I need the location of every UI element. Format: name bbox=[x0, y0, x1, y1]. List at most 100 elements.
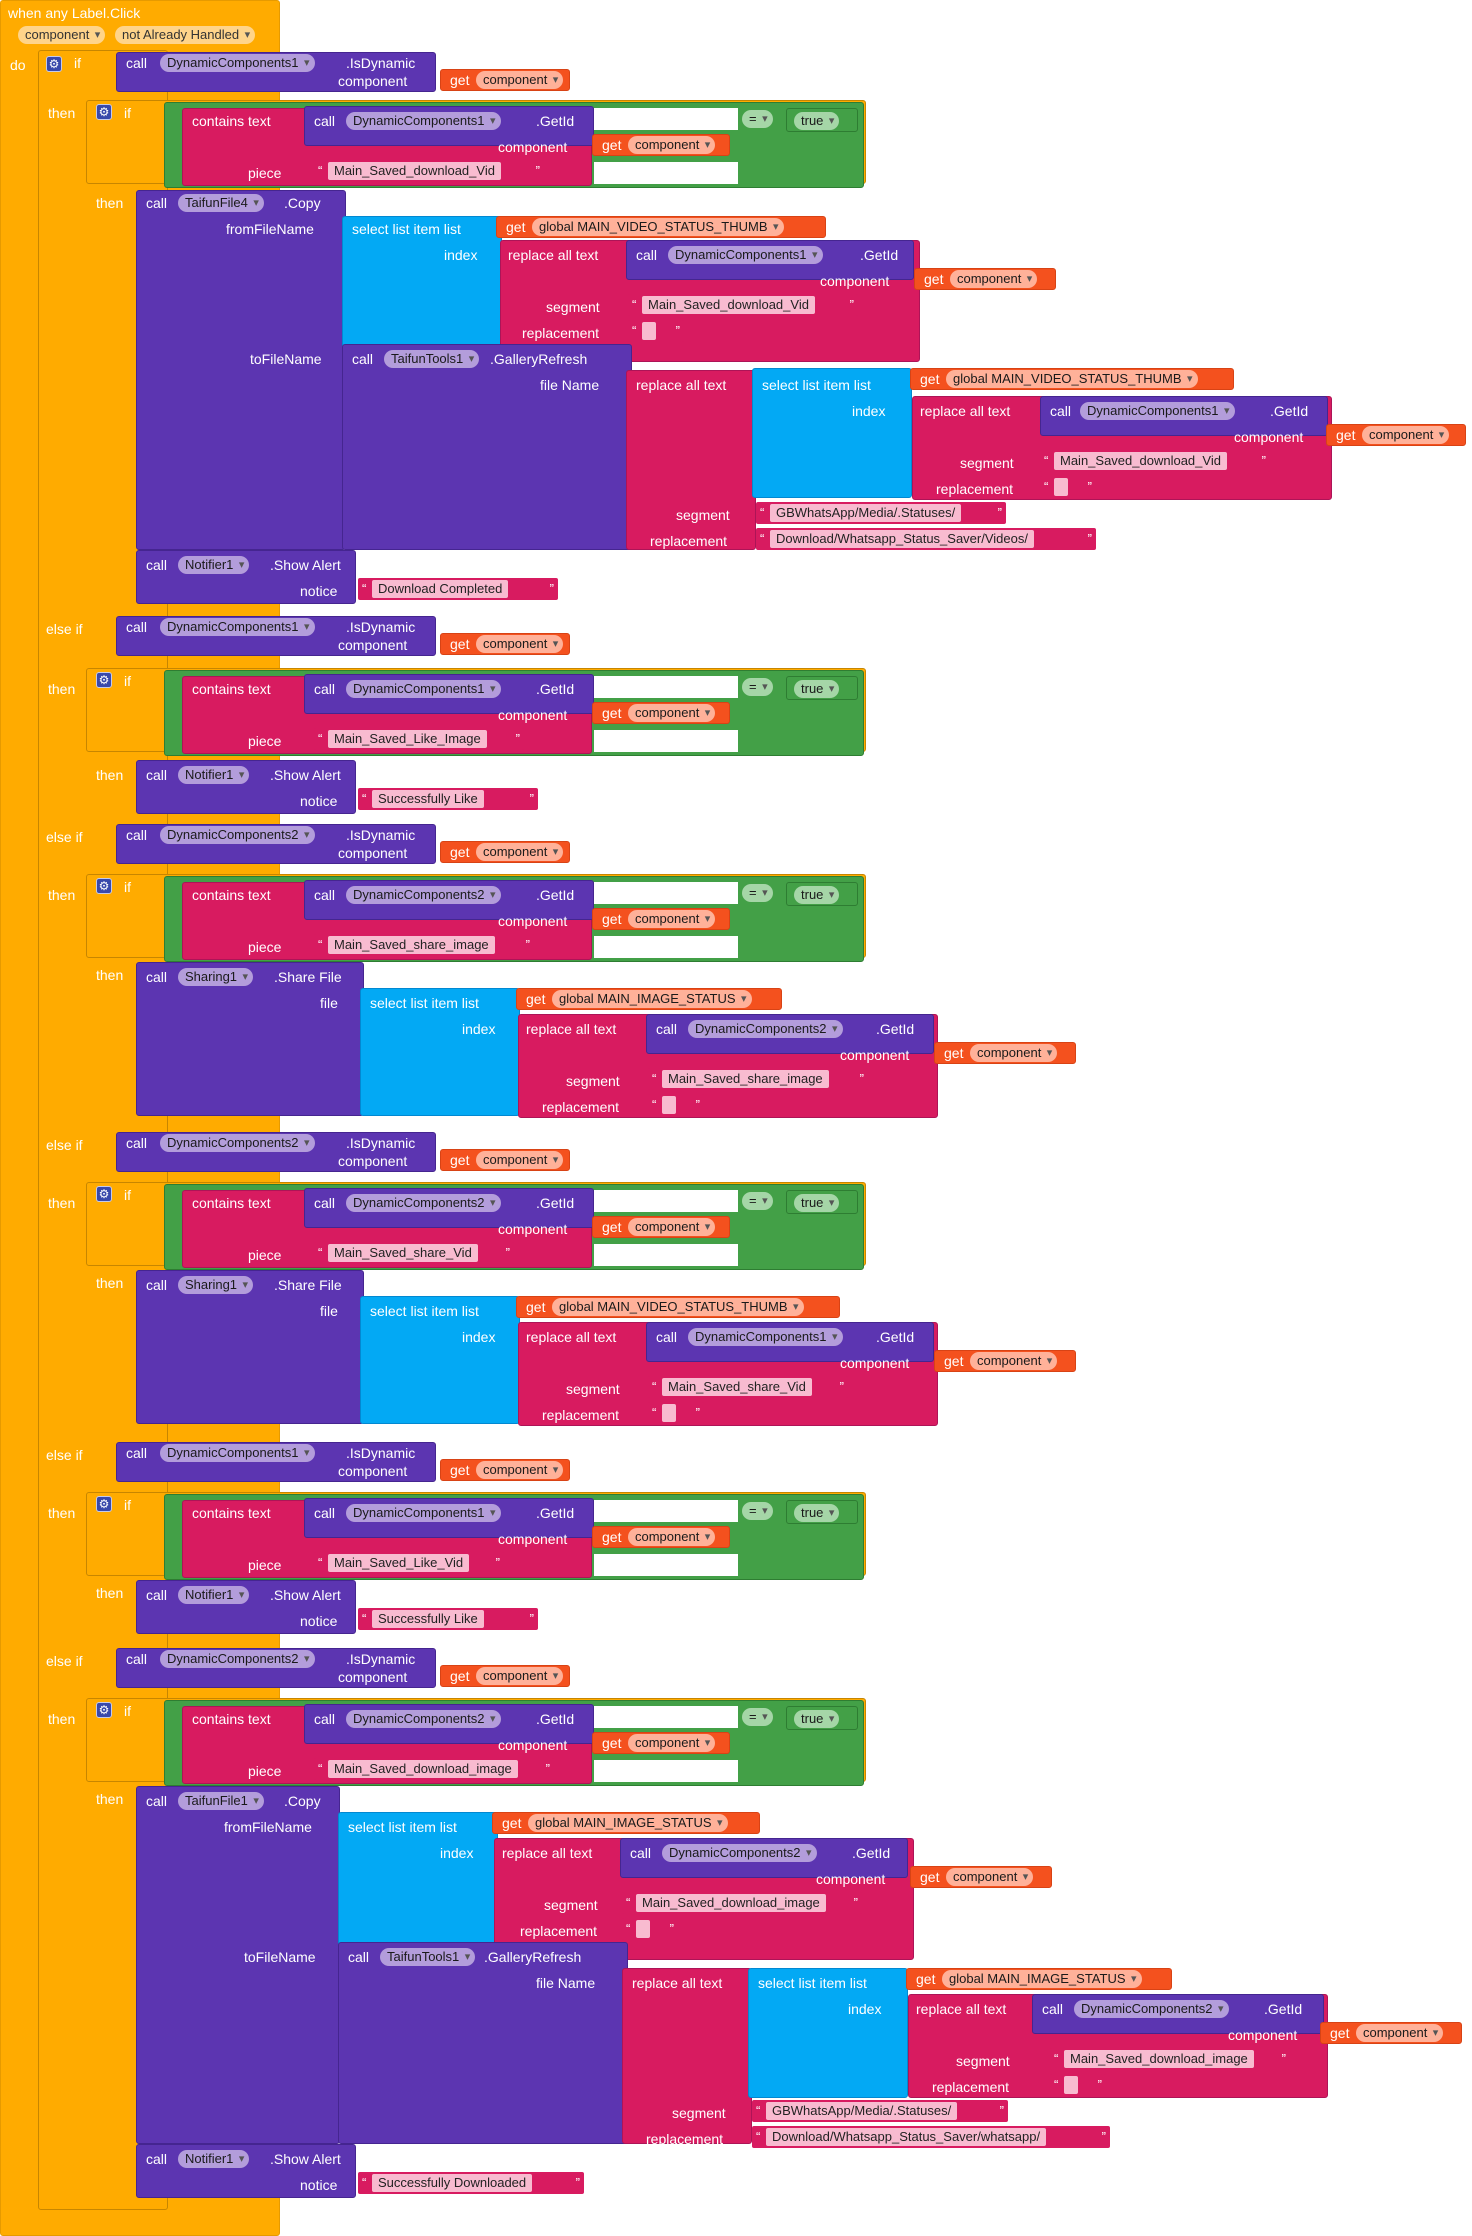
component-dropdown[interactable]: DynamicComponents2 bbox=[160, 1134, 315, 1152]
component-dropdown[interactable]: Notifier1 bbox=[178, 766, 250, 784]
boolean-dropdown[interactable]: true bbox=[794, 1504, 840, 1522]
string-value[interactable]: Main_Saved_share_image bbox=[328, 936, 495, 954]
variable-dropdown[interactable]: component bbox=[628, 1528, 716, 1546]
component-dropdown[interactable]: TaifunTools1 bbox=[380, 1948, 476, 1966]
operator-dropdown[interactable]: = bbox=[742, 110, 773, 128]
string-value[interactable]: Successfully Like bbox=[372, 1610, 484, 1628]
variable-dropdown[interactable]: global MAIN_VIDEO_STATUS_THUMB bbox=[552, 1298, 804, 1316]
text-string-block[interactable]: “ Successfully Downloaded ” bbox=[358, 2172, 584, 2194]
component-dropdown[interactable]: DynamicComponents2 bbox=[662, 1844, 817, 1862]
select-list-item-2[interactable] bbox=[752, 368, 912, 498]
notifier-show-alert-2[interactable] bbox=[136, 760, 356, 814]
component-dropdown[interactable]: DynamicComponents1 bbox=[160, 54, 315, 72]
component-dropdown[interactable]: DynamicComponents2 bbox=[346, 1194, 501, 1212]
mutator-gear-icon[interactable]: ⚙ bbox=[46, 56, 62, 72]
component-dropdown[interactable]: TaifunFile4 bbox=[178, 194, 264, 212]
variable-dropdown[interactable]: component bbox=[476, 1667, 564, 1685]
operator-dropdown[interactable]: = bbox=[742, 884, 773, 902]
variable-dropdown[interactable]: component bbox=[628, 910, 716, 928]
component-dropdown[interactable]: TaifunFile1 bbox=[178, 1792, 264, 1810]
text-string-block[interactable]: “ Download/Whatsapp_Status_Saver/whatsapp… bbox=[752, 2126, 1110, 2148]
replace-all-text-7[interactable] bbox=[622, 1968, 752, 2144]
string-value[interactable]: Main_Saved_download_image bbox=[636, 1894, 826, 1912]
variable-dropdown[interactable]: component bbox=[476, 843, 564, 861]
string-value[interactable]: Main_Saved_Like_Vid bbox=[328, 1554, 470, 1572]
text-string-block[interactable]: “ Main_Saved_download_image ” bbox=[314, 1758, 554, 1780]
component-dropdown[interactable]: DynamicComponents1 bbox=[346, 680, 501, 698]
mutator-gear-icon[interactable]: ⚙ bbox=[96, 104, 112, 120]
sharing-share-file-1[interactable] bbox=[136, 962, 364, 1116]
component-dropdown[interactable]: DynamicComponents1 bbox=[1080, 402, 1235, 420]
text-string-block[interactable]: “” bbox=[1050, 2074, 1106, 2096]
component-dropdown[interactable]: DynamicComponents1 bbox=[668, 246, 823, 264]
string-value[interactable]: Main_Saved_download_Vid bbox=[328, 162, 501, 180]
component-dropdown[interactable]: DynamicComponents2 bbox=[160, 826, 315, 844]
variable-dropdown[interactable]: global MAIN_VIDEO_STATUS_THUMB bbox=[532, 218, 784, 236]
select-list-item-6[interactable] bbox=[748, 1968, 908, 2098]
text-string-block[interactable]: “ Main_Saved_download_Vid ” bbox=[314, 160, 544, 182]
variable-dropdown[interactable]: component bbox=[1362, 426, 1450, 444]
string-value[interactable] bbox=[1054, 478, 1068, 496]
component-dropdown[interactable]: TaifunTools1 bbox=[384, 350, 480, 368]
component-dropdown[interactable]: DynamicComponents1 bbox=[346, 1504, 501, 1522]
variable-dropdown[interactable]: component bbox=[476, 71, 564, 89]
component-dropdown[interactable]: DynamicComponents2 bbox=[346, 1710, 501, 1728]
string-value[interactable]: Main_Saved_share_Vid bbox=[328, 1244, 478, 1262]
variable-dropdown[interactable]: component bbox=[628, 136, 716, 154]
string-value[interactable]: Download/Whatsapp_Status_Saver/whatsapp/ bbox=[766, 2128, 1047, 2146]
component-dropdown[interactable]: DynamicComponents1 bbox=[346, 112, 501, 130]
component-dropdown[interactable]: DynamicComponents2 bbox=[1074, 2000, 1229, 2018]
operator-dropdown[interactable]: = bbox=[742, 1708, 773, 1726]
text-string-block[interactable]: “” bbox=[648, 1094, 704, 1116]
text-string-block[interactable]: “” bbox=[628, 320, 684, 342]
component-dropdown[interactable]: DynamicComponents2 bbox=[346, 886, 501, 904]
operator-dropdown[interactable]: = bbox=[742, 678, 773, 696]
string-value[interactable]: Main_Saved_download_image bbox=[1064, 2050, 1254, 2068]
variable-dropdown[interactable]: component bbox=[476, 1461, 564, 1479]
string-value[interactable]: Download/Whatsapp_Status_Saver/Videos/ bbox=[770, 530, 1034, 548]
text-string-block[interactable]: “ GBWhatsApp/Media/.Statuses/ ” bbox=[756, 502, 1006, 524]
string-value[interactable] bbox=[662, 1096, 676, 1114]
component-dropdown[interactable]: Notifier1 bbox=[178, 1586, 250, 1604]
component-dropdown[interactable]: Sharing1 bbox=[178, 968, 254, 986]
string-value[interactable] bbox=[662, 1404, 676, 1422]
variable-dropdown[interactable]: component bbox=[628, 1218, 716, 1236]
mutator-gear-icon[interactable]: ⚙ bbox=[96, 1186, 112, 1202]
component-dropdown[interactable]: Notifier1 bbox=[178, 556, 250, 574]
text-string-block[interactable]: “ Main_Saved_share_image ” bbox=[648, 1068, 868, 1090]
gallery-refresh-call[interactable] bbox=[342, 344, 632, 550]
select-list-item-3[interactable] bbox=[360, 988, 520, 1116]
param-component[interactable]: component bbox=[18, 26, 106, 44]
sharing-share-file-2[interactable] bbox=[136, 1270, 364, 1424]
boolean-dropdown[interactable]: true bbox=[794, 1194, 840, 1212]
text-string-block[interactable]: “ Main_Saved_Like_Image ” bbox=[314, 728, 524, 750]
string-value[interactable]: Successfully Like bbox=[372, 790, 484, 808]
variable-dropdown[interactable]: global MAIN_IMAGE_STATUS bbox=[528, 1814, 728, 1832]
string-value[interactable]: Download Completed bbox=[372, 580, 509, 598]
text-string-block[interactable]: “” bbox=[1040, 476, 1096, 498]
text-string-block[interactable]: “” bbox=[622, 1918, 678, 1940]
text-string-block[interactable]: “ Main_Saved_share_image ” bbox=[314, 934, 534, 956]
component-dropdown[interactable]: DynamicComponents1 bbox=[688, 1328, 843, 1346]
variable-dropdown[interactable]: component bbox=[970, 1044, 1058, 1062]
component-dropdown[interactable]: Sharing1 bbox=[178, 1276, 254, 1294]
taifunfile4-copy-call[interactable] bbox=[136, 190, 346, 550]
variable-dropdown[interactable]: global MAIN_IMAGE_STATUS bbox=[552, 990, 752, 1008]
variable-dropdown[interactable]: component bbox=[970, 1352, 1058, 1370]
string-value[interactable]: Main_Saved_share_Vid bbox=[662, 1378, 812, 1396]
component-dropdown[interactable]: DynamicComponents2 bbox=[160, 1650, 315, 1668]
component-dropdown[interactable]: Notifier1 bbox=[178, 2150, 250, 2168]
taifunfile1-copy-call[interactable] bbox=[136, 1786, 340, 2144]
mutator-gear-icon[interactable]: ⚙ bbox=[96, 672, 112, 688]
mutator-gear-icon[interactable]: ⚙ bbox=[96, 1702, 112, 1718]
variable-dropdown[interactable]: component bbox=[946, 1868, 1034, 1886]
text-string-block[interactable]: “ Main_Saved_download_image ” bbox=[1050, 2048, 1290, 2070]
boolean-dropdown[interactable]: true bbox=[794, 112, 840, 130]
variable-dropdown[interactable]: component bbox=[1356, 2024, 1444, 2042]
text-string-block[interactable]: “ Main_Saved_download_Vid ” bbox=[628, 294, 858, 316]
variable-dropdown[interactable]: global MAIN_IMAGE_STATUS bbox=[942, 1970, 1142, 1988]
string-value[interactable] bbox=[1064, 2076, 1078, 2094]
operator-dropdown[interactable]: = bbox=[742, 1502, 773, 1520]
variable-dropdown[interactable]: component bbox=[476, 635, 564, 653]
